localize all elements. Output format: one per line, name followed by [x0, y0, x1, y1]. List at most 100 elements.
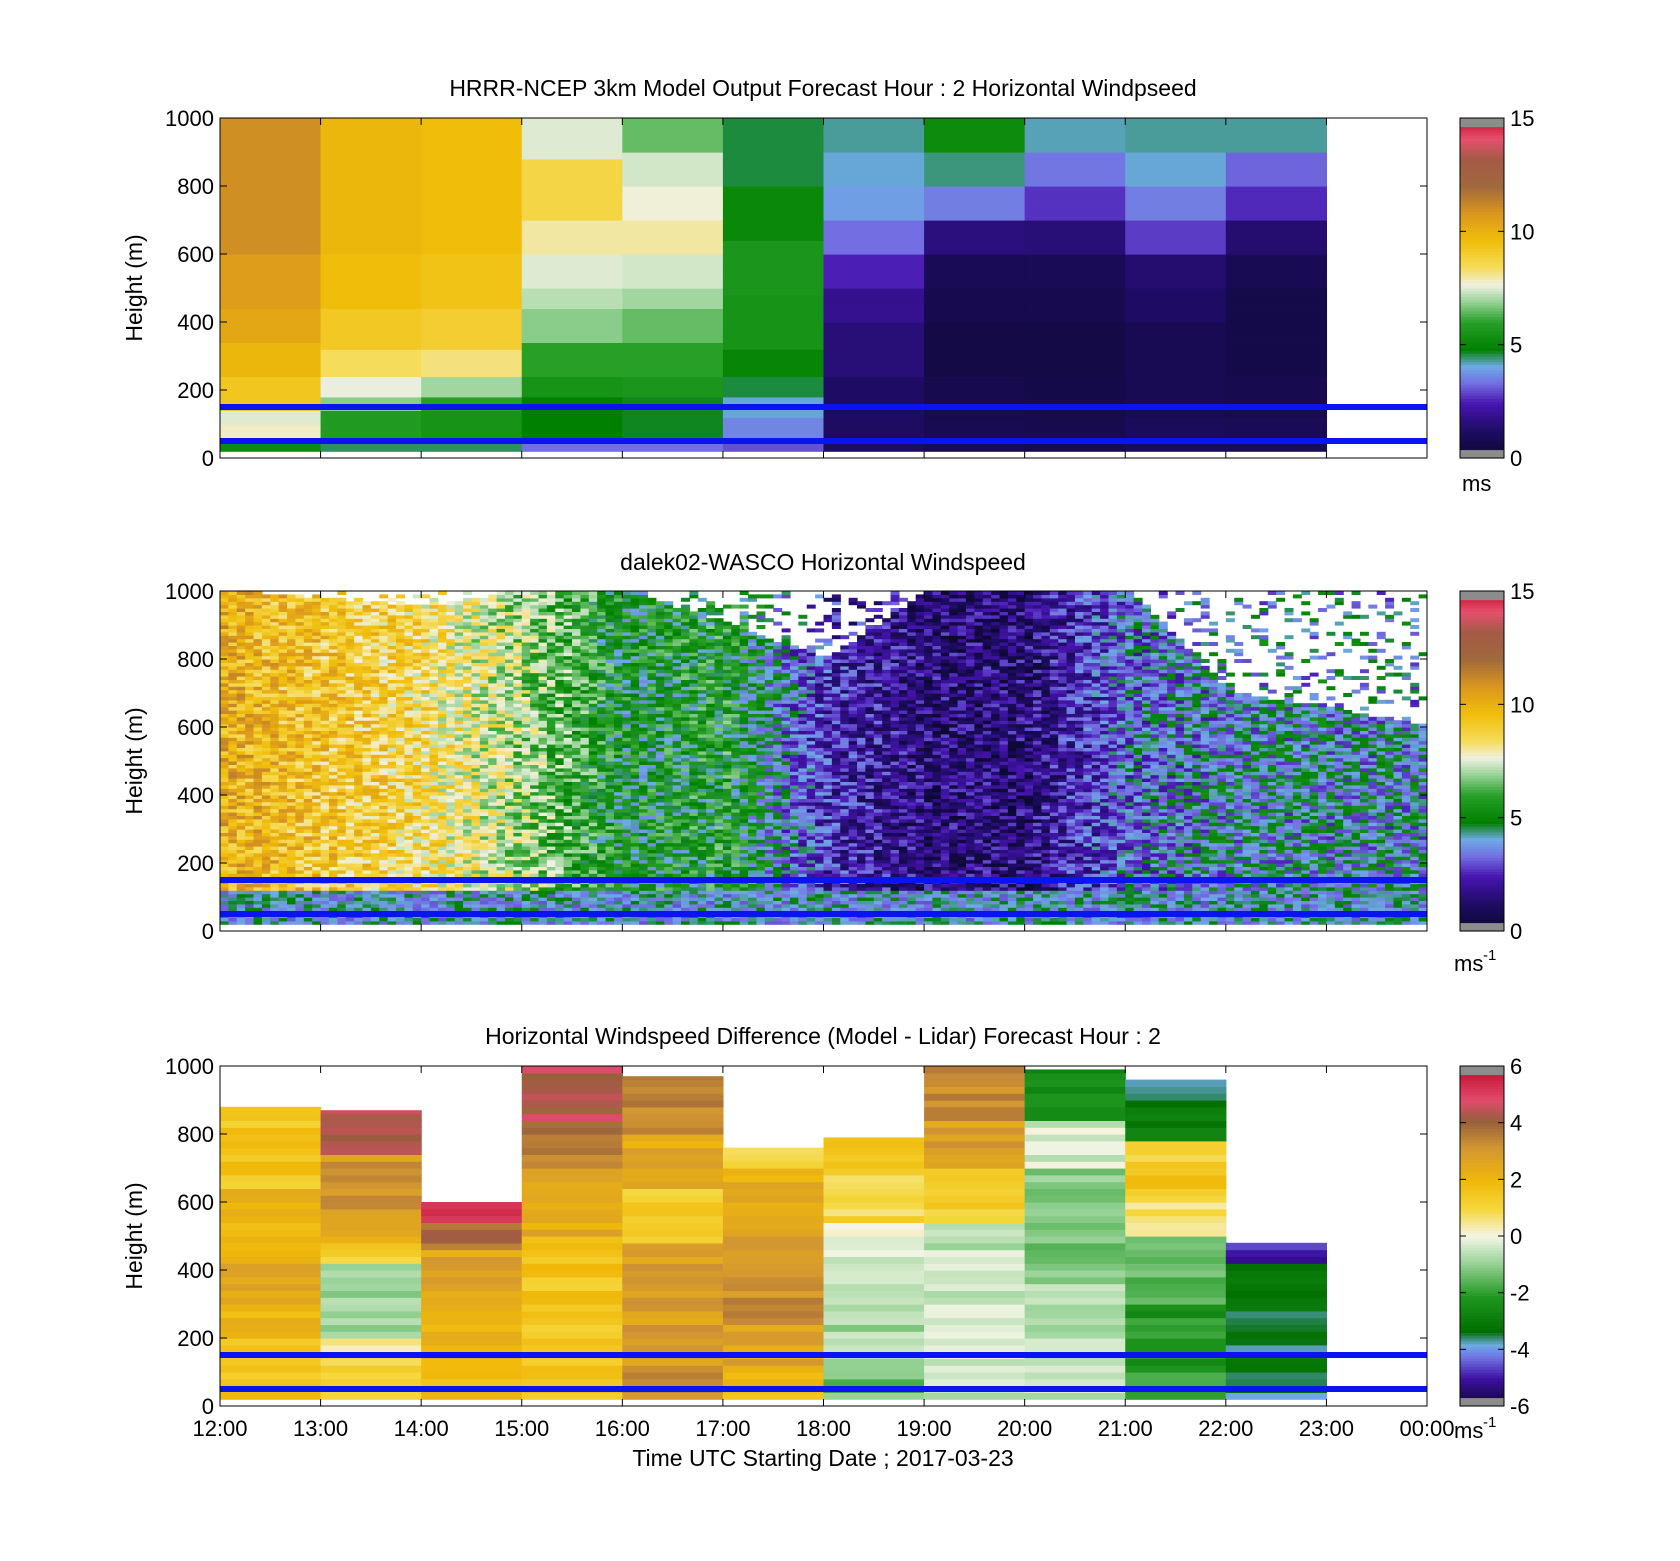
heatmap-cell — [421, 396, 523, 405]
heatmap-cell — [396, 652, 406, 657]
heatmap-cell — [228, 801, 238, 806]
heatmap-cell — [236, 614, 246, 619]
colorbar-segment — [1460, 324, 1504, 329]
heatmap-cell — [354, 917, 364, 922]
heatmap-cell — [404, 900, 414, 905]
heatmap-cell — [337, 818, 347, 823]
heatmap-cell — [396, 720, 406, 725]
heatmap-cell — [287, 846, 297, 850]
heatmap-cell — [320, 744, 330, 748]
heatmap-cell — [278, 917, 288, 922]
colorbar-segment — [1460, 452, 1504, 456]
heatmap-cell — [421, 907, 431, 912]
heatmap-cell — [370, 805, 380, 810]
colorbar-segment — [1460, 305, 1504, 309]
heatmap-cell — [1225, 172, 1328, 180]
heatmap-cell — [236, 727, 246, 731]
heatmap-cell — [396, 767, 406, 772]
heatmap-cell — [287, 903, 297, 908]
heatmap-cell — [337, 771, 347, 776]
heatmap-cell — [303, 818, 313, 823]
heatmap-cell — [270, 784, 280, 789]
heatmap-cell — [312, 618, 322, 623]
heatmap-cell — [295, 788, 305, 793]
heatmap-cell — [379, 795, 389, 799]
heatmap-cell — [437, 689, 447, 694]
heatmap-cell — [454, 723, 464, 728]
heatmap-cell — [421, 635, 431, 640]
heatmap-cell — [320, 118, 422, 126]
heatmap-cell — [312, 873, 322, 878]
heatmap-cell — [261, 839, 271, 844]
heatmap-cell — [320, 597, 330, 602]
heatmap-cell — [555, 591, 565, 595]
heatmap-cell — [429, 628, 439, 633]
heatmap-cell — [437, 631, 447, 636]
heatmap-cell — [387, 737, 397, 742]
heatmap-cell — [287, 774, 297, 779]
heatmap-cell — [312, 761, 322, 765]
heatmap-cell — [278, 696, 288, 701]
heatmap-cell — [521, 179, 623, 187]
heatmap-cell — [421, 328, 523, 337]
heatmap-cell — [270, 812, 280, 816]
heatmap-cell — [412, 778, 422, 782]
heatmap-cell — [924, 430, 1026, 439]
heatmap-cell — [320, 274, 422, 282]
heatmap-cell — [421, 625, 431, 629]
heatmap-cell — [228, 767, 238, 772]
heatmap-cell — [295, 771, 305, 776]
heatmap-cell — [437, 614, 447, 619]
colorbar-segment — [1460, 404, 1504, 408]
heatmap-cell — [446, 849, 456, 854]
heatmap-cell — [454, 727, 464, 731]
heatmap-cell — [396, 621, 406, 626]
heatmap-cell — [446, 618, 456, 623]
colorbar-segment — [1460, 279, 1504, 283]
heatmap-cell — [722, 362, 825, 371]
heatmap-cell — [253, 873, 263, 878]
heatmap-cell — [1125, 145, 1227, 153]
heatmap-cell — [396, 798, 406, 803]
heatmap-cell — [345, 730, 355, 735]
heatmap-cell — [924, 424, 1026, 432]
heatmap-cell — [261, 652, 271, 657]
heatmap-cell — [320, 618, 330, 623]
heatmap-cell — [328, 866, 338, 871]
heatmap-cell — [320, 737, 330, 742]
heatmap-cell — [1225, 240, 1328, 248]
heatmap-cell — [303, 863, 313, 867]
heatmap-cell — [220, 737, 229, 742]
heatmap-cell — [303, 767, 313, 772]
heatmap-cell — [454, 829, 464, 833]
heatmap-cell — [295, 621, 305, 626]
heatmap-cell — [295, 730, 305, 735]
heatmap-cell — [253, 832, 263, 837]
heatmap-cell — [320, 778, 330, 782]
heatmap-cell — [236, 788, 246, 793]
heatmap-cell — [437, 825, 447, 830]
heatmap-cell — [220, 369, 322, 377]
heatmap-cell — [345, 764, 355, 769]
heatmap-cell — [1024, 118, 1126, 126]
heatmap-cell — [337, 897, 347, 901]
heatmap-cell — [396, 638, 406, 643]
heatmap-cell — [924, 288, 1026, 296]
heatmap-cell — [362, 652, 372, 657]
heatmap-cell — [278, 676, 288, 680]
heatmap-cell — [437, 608, 447, 612]
heatmap-cell — [245, 822, 255, 827]
heatmap-cell — [354, 679, 364, 684]
heatmap-cell — [328, 693, 338, 697]
heatmap-cell — [421, 220, 523, 228]
heatmap-cell — [622, 240, 724, 248]
heatmap-cell — [253, 835, 263, 840]
heatmap-cell — [429, 795, 439, 799]
heatmap-cell — [303, 897, 313, 901]
heatmap-cell — [253, 897, 263, 901]
heatmap-cell — [1225, 165, 1328, 173]
heatmap-cell — [387, 652, 397, 657]
heatmap-cell — [421, 886, 431, 891]
heatmap-cell — [245, 903, 255, 908]
colorbar-segment — [1460, 149, 1504, 153]
